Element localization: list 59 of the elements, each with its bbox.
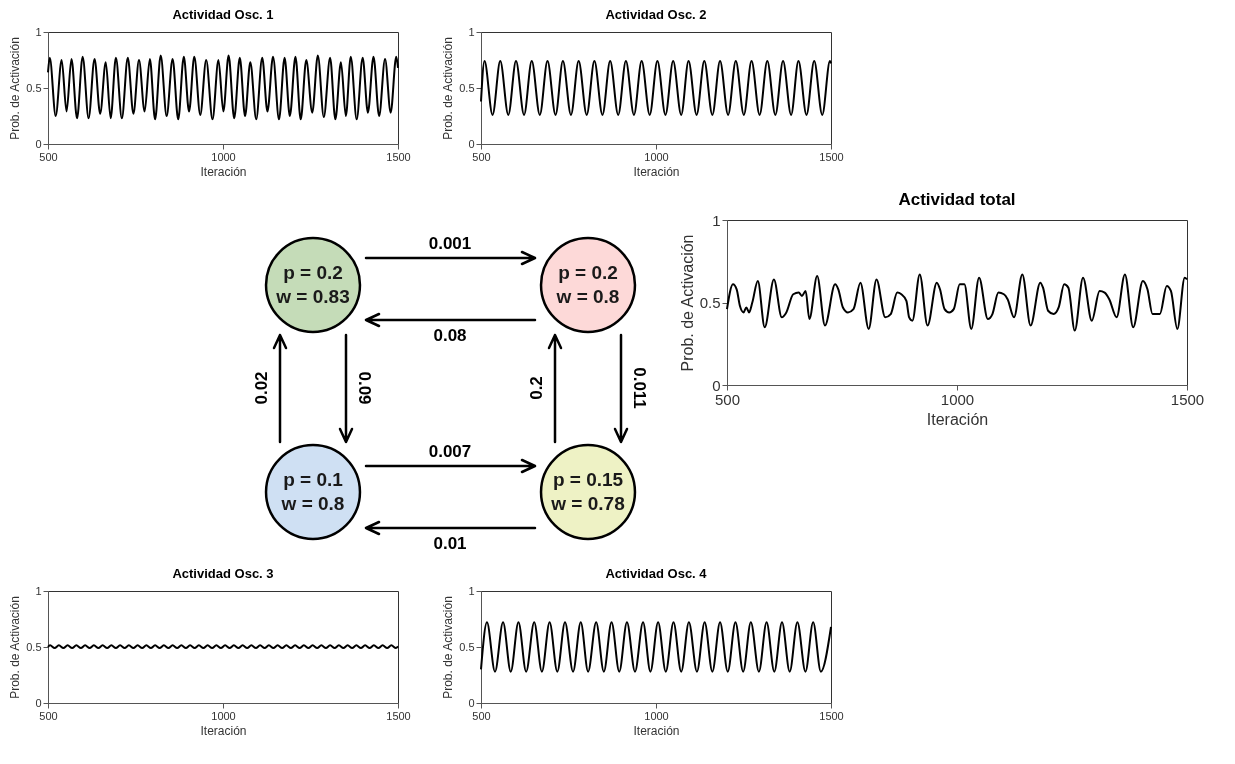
y-tick-label: 0.5 [459,640,475,653]
x-axis-title: Iteración [633,723,680,738]
y-axis-title: Prob. de Activación [8,596,23,699]
text: 0.09 [355,371,374,405]
y-tick-label: 0 [468,696,475,709]
chart-title: Actividad Osc. 3 [172,566,274,581]
y-tick-label: 0.5 [26,640,42,653]
text: 0.08 [433,326,467,345]
line-series [726,273,1188,332]
text: 0.02 [252,371,271,405]
x-tick-label: 1000 [940,390,975,408]
y-tick-label: 1 [468,25,475,38]
x-tick-label: 1500 [386,150,411,163]
y-tick-label: 1 [35,584,42,597]
chart-title: Actividad total [898,190,1016,209]
x-axis-title: Iteración [633,164,680,179]
y-tick-label: 1 [712,211,721,229]
text: 0.2 [527,376,546,400]
chart-title: Actividad Osc. 2 [605,7,707,22]
y-tick-label: 0.5 [26,81,42,94]
x-axis-title: Iteración [926,410,989,428]
x-tick-label: 1000 [644,150,669,163]
y-tick-label: 1 [35,25,42,38]
x-tick-label: 1500 [386,709,411,722]
x-tick-label: 500 [472,150,491,163]
y-tick-label: 0 [35,696,42,709]
y-tick-label: 0.5 [459,81,475,94]
text: 0.007 [428,442,472,461]
y-tick-label: 0.5 [699,294,721,311]
text: 0.011 [630,367,649,409]
line-series [47,54,399,121]
line-series [480,60,832,116]
category-label: p = 0.15 w = 0.78 [550,469,625,514]
x-axis-title: Iteración [200,723,247,738]
chart-title: Actividad Osc. 4 [605,566,708,581]
x-tick-label: 1500 [1170,390,1205,408]
line-series [480,621,832,673]
x-tick-label: 1000 [211,150,236,163]
x-tick-label: 500 [39,150,58,163]
y-axis-title: Prob. de Activación [441,37,456,140]
x-tick-label: 1500 [819,709,844,722]
y-tick-label: 0 [468,137,475,150]
x-tick-label: 500 [472,709,491,722]
x-tick-label: 500 [39,709,58,722]
y-axis-title: Prob. de Activación [8,37,23,140]
y-axis-title: Prob. de Activación [678,234,696,372]
category-label: p = 0.1 w = 0.8 [280,469,345,514]
category-label: p = 0.2 w = 0.8 [555,262,620,307]
text: 0.01 [433,534,467,553]
y-tick-label: 0 [35,137,42,150]
x-axis-title: Iteración [200,164,247,179]
x-tick-label: 1000 [644,709,669,722]
y-axis-title: Prob. de Activación [441,596,456,699]
chart-title: Actividad Osc. 1 [172,7,274,22]
x-tick-label: 1500 [819,150,844,163]
y-tick-label: 1 [468,584,475,597]
category-label: p = 0.2 w = 0.83 [275,262,350,307]
text: 0.001 [428,234,472,253]
x-tick-label: 1000 [211,709,236,722]
